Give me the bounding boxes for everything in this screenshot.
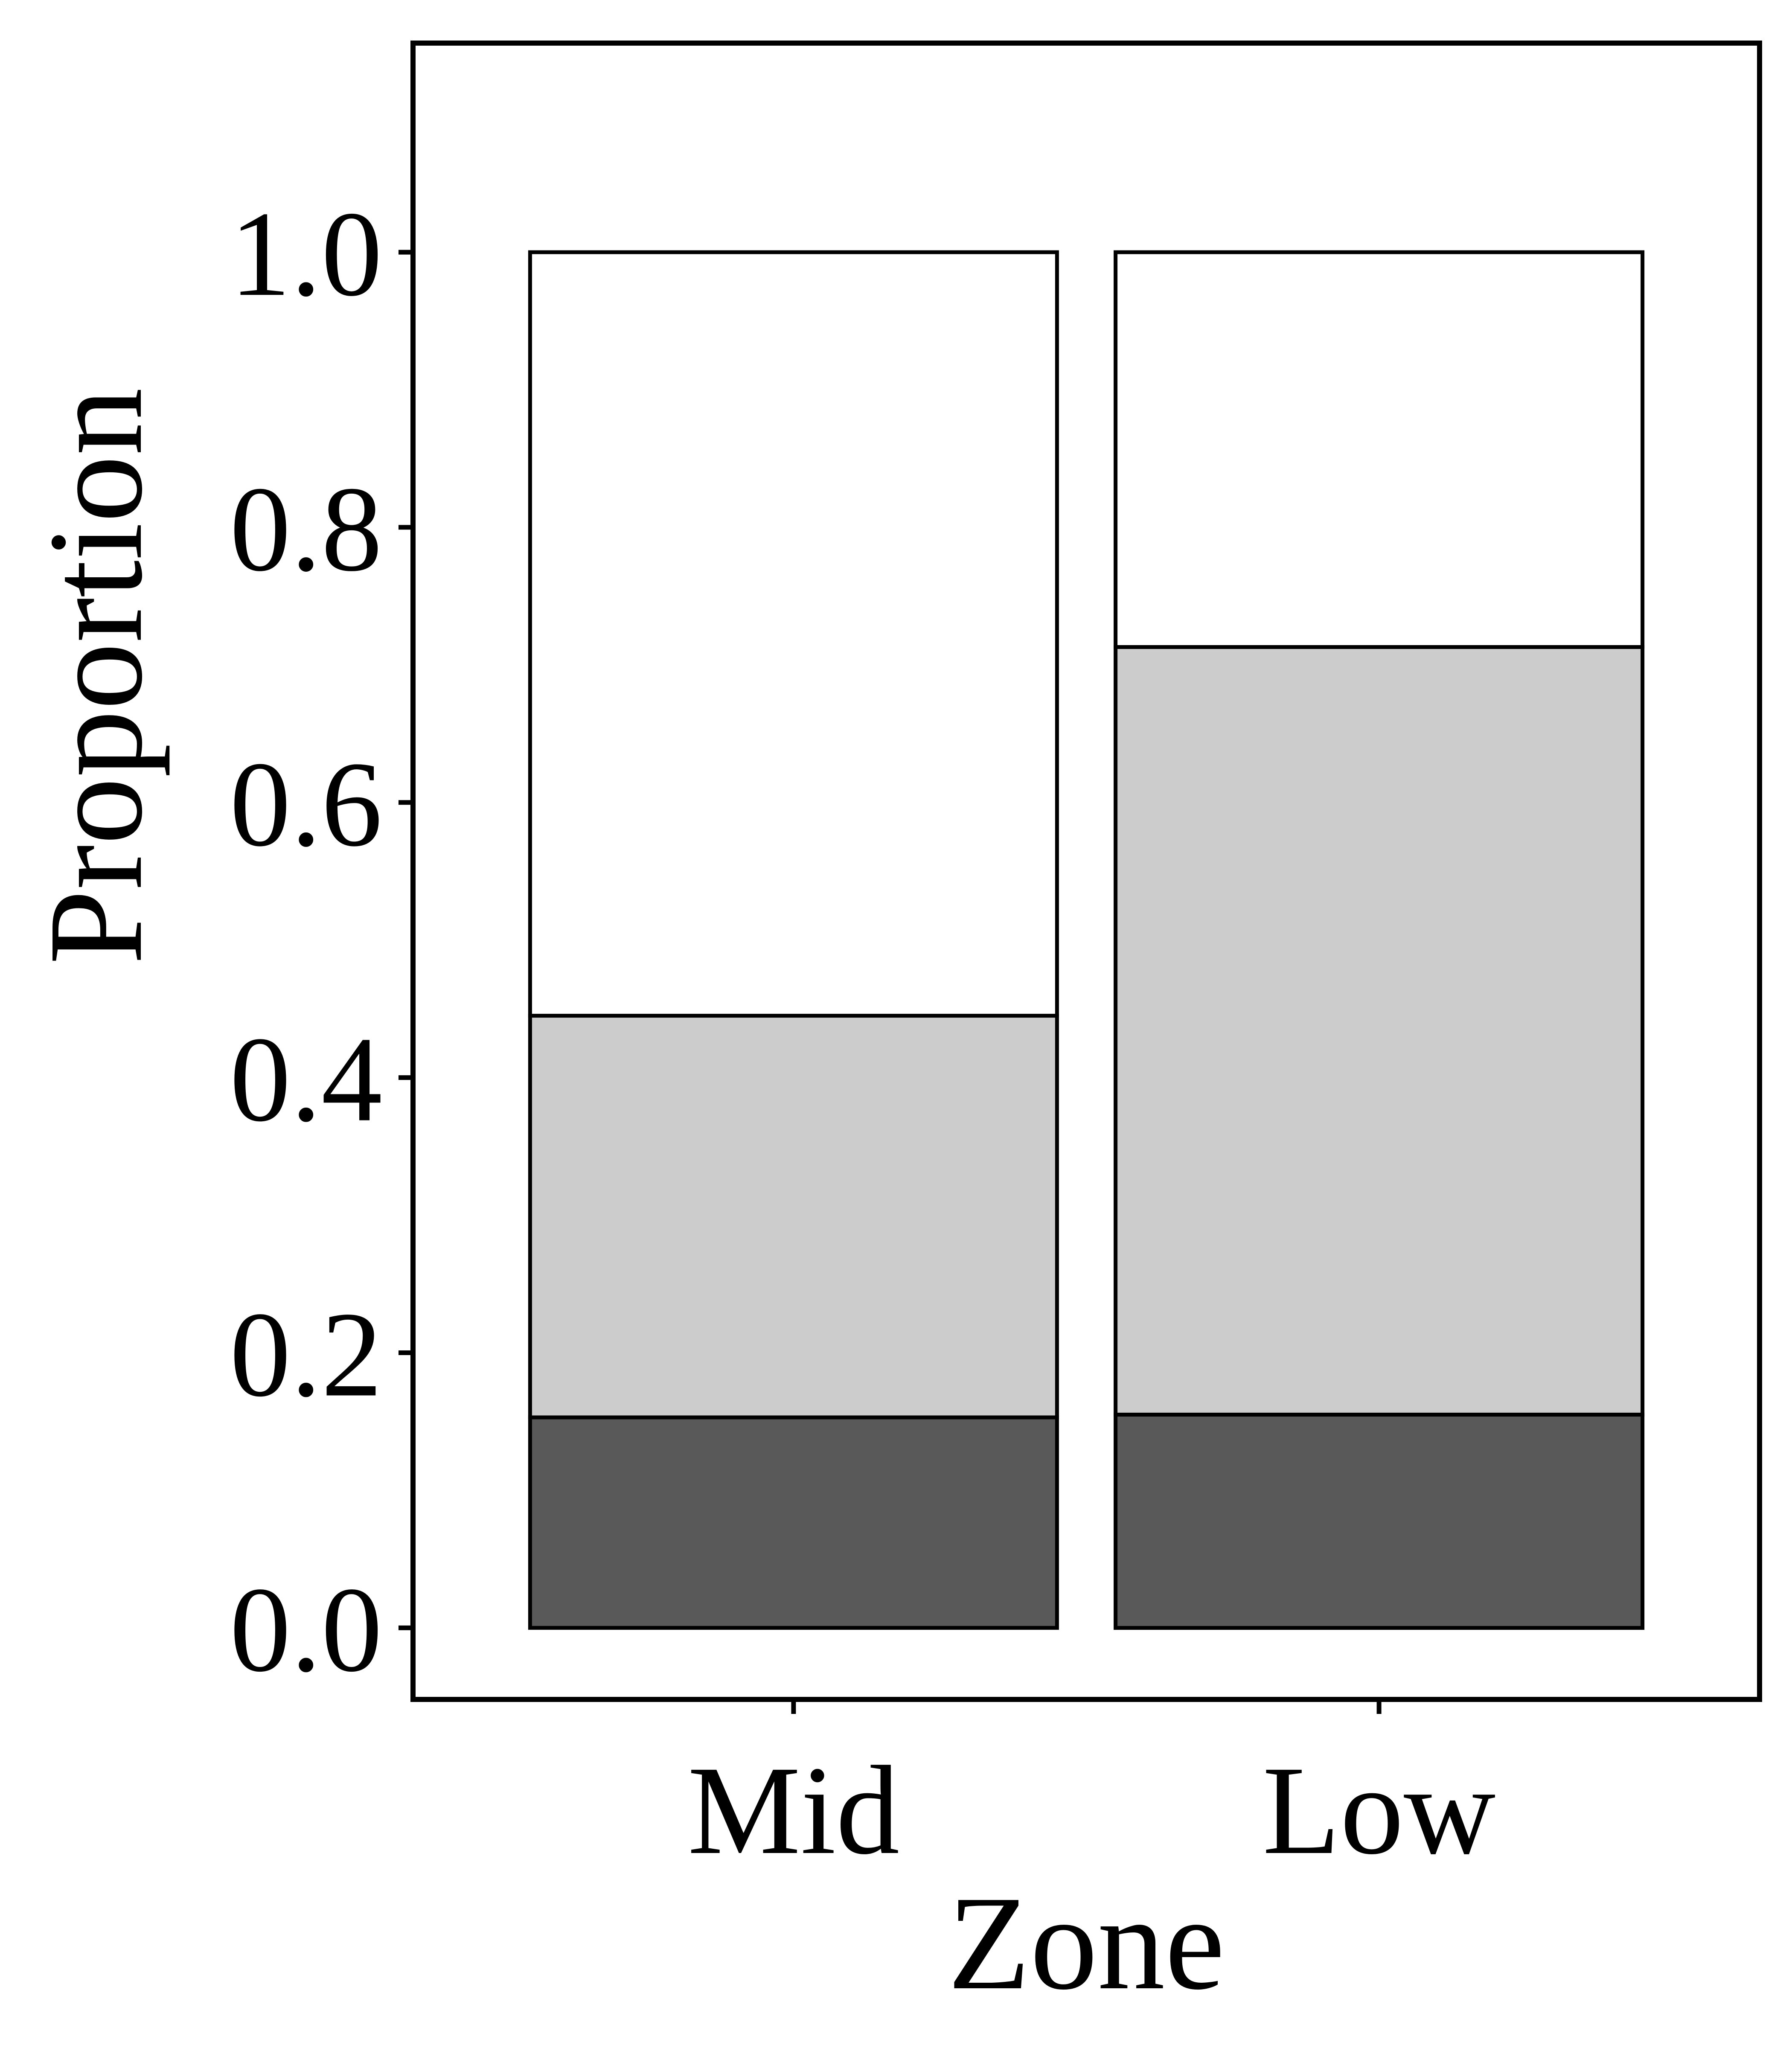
y-tick-label: 0.8 [230, 461, 383, 596]
bar-mid-segment-2 [528, 1014, 1059, 1420]
y-tick-label: 0.2 [230, 1287, 383, 1422]
bar-low-segment-2 [1114, 645, 1645, 1417]
bar-low-segment-1 [1114, 1413, 1645, 1630]
bar-mid-segment-3 [528, 250, 1059, 1018]
plot-frame [410, 41, 1762, 1702]
x-axis-title: Zone [948, 1868, 1225, 2018]
x-category-label-low: Low [1263, 1740, 1495, 1881]
y-tick-label: 0.0 [230, 1562, 383, 1697]
y-axis: 0.0 0.2 0.4 0.6 0.8 1.0 [230, 186, 413, 1697]
y-axis-title: Proportion [21, 388, 170, 965]
bar-low-segment-3 [1114, 250, 1645, 649]
y-tick-label: 1.0 [230, 186, 383, 321]
x-axis: Mid Low [688, 1699, 1495, 1881]
y-tick-label: 0.6 [230, 736, 383, 872]
x-category-label-mid: Mid [688, 1740, 900, 1881]
bar-mid-segment-1 [528, 1415, 1059, 1630]
y-tick-label: 0.4 [230, 1012, 383, 1147]
bars-layer [528, 250, 1645, 1630]
